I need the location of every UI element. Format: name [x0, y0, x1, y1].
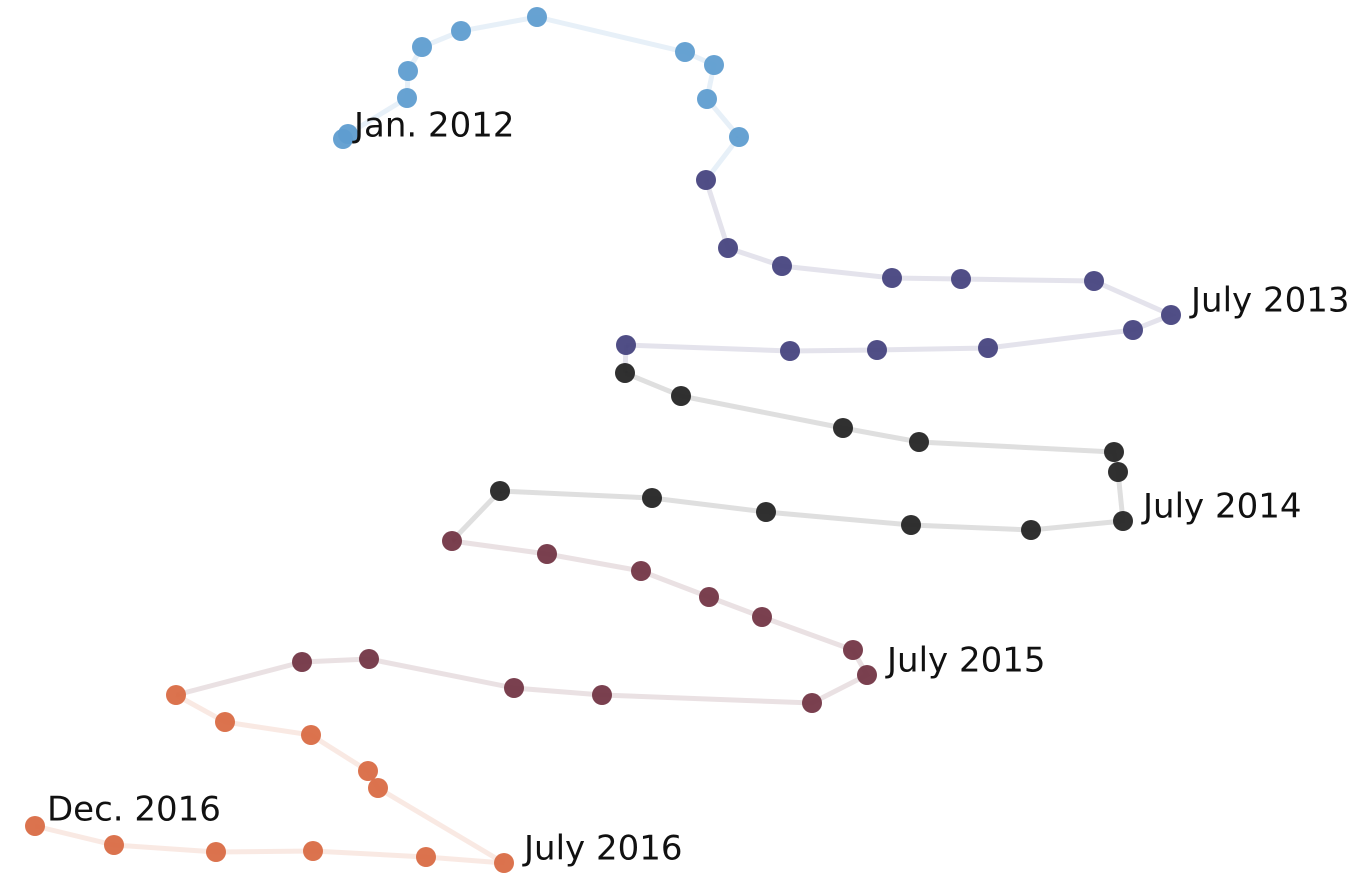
point [901, 515, 921, 535]
point [412, 37, 432, 57]
connector-line [450, 489, 502, 543]
point [368, 778, 388, 798]
point [25, 816, 45, 836]
point [752, 607, 772, 627]
point [843, 640, 863, 660]
point [215, 712, 235, 732]
point [699, 587, 719, 607]
point [1113, 511, 1133, 531]
point [104, 835, 124, 855]
connector-line [175, 659, 303, 698]
point [1108, 462, 1128, 482]
point [292, 652, 312, 672]
annotation: July 2015 [885, 641, 1045, 681]
point [802, 693, 822, 713]
lines [34, 14, 1178, 866]
trajectory-line [301, 538, 871, 706]
point [1104, 442, 1124, 462]
point [303, 841, 323, 861]
point [359, 649, 379, 669]
trajectory-line [34, 692, 506, 866]
point [338, 124, 358, 144]
point [704, 55, 724, 75]
point [909, 432, 929, 452]
point [615, 363, 635, 383]
point [206, 842, 226, 862]
annotation: July 2016 [522, 829, 682, 869]
point [1084, 271, 1104, 291]
point [592, 685, 612, 705]
point [729, 127, 749, 147]
point [416, 847, 436, 867]
point [494, 853, 514, 873]
point [756, 502, 776, 522]
point [1021, 520, 1041, 540]
point [358, 761, 378, 781]
point [642, 488, 662, 508]
point [451, 21, 471, 41]
annotation: Dec. 2016 [47, 790, 221, 830]
trajectory-line [499, 370, 1126, 533]
trajectory-line [625, 179, 1178, 354]
annotation: July 2014 [1141, 487, 1301, 527]
point [504, 678, 524, 698]
point [951, 269, 971, 289]
point [696, 170, 716, 190]
point [882, 268, 902, 288]
annotation: Jan. 2012 [352, 106, 515, 146]
point [978, 338, 998, 358]
point [301, 725, 321, 745]
point [697, 89, 717, 109]
annotation: July 2013 [1189, 281, 1349, 321]
point [616, 335, 636, 355]
point [397, 88, 417, 108]
point [631, 561, 651, 581]
point [772, 256, 792, 276]
point [527, 7, 547, 27]
point [671, 386, 691, 406]
point [1123, 320, 1143, 340]
point [1161, 305, 1181, 325]
point [675, 42, 695, 62]
point [490, 481, 510, 501]
point [857, 665, 877, 685]
point [442, 531, 462, 551]
point [867, 340, 887, 360]
point [537, 544, 557, 564]
point [166, 685, 186, 705]
point [718, 238, 738, 258]
point [833, 418, 853, 438]
point [780, 341, 800, 361]
point [398, 61, 418, 81]
